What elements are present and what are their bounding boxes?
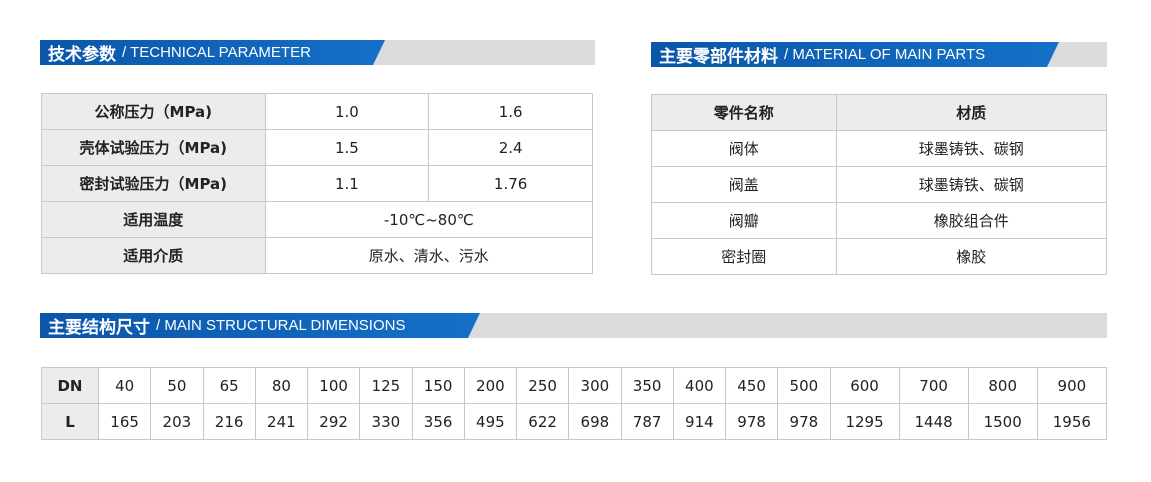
row-label: 密封试验压力（MPa) bbox=[41, 165, 266, 202]
table-row: 壳体试验压力（MPa) 1.5 2.4 bbox=[41, 129, 593, 166]
row-label: L bbox=[41, 403, 99, 440]
table-row: 公称压力（MPa) 1.0 1.6 bbox=[41, 93, 593, 130]
tech-table: 公称压力（MPa) 1.0 1.6 壳体试验压力（MPa) 1.5 2.4 密封试验压力（M… bbox=[41, 93, 594, 274]
material-cell: 球墨铸铁、碳钢 bbox=[835, 166, 1108, 203]
dim-cell: 450 bbox=[724, 367, 779, 404]
part-name-cell: 密封圈 bbox=[651, 238, 837, 275]
dim-cell: 125 bbox=[359, 367, 413, 404]
tech-title-zh: 技术参数 bbox=[48, 45, 116, 65]
dim-cell: 700 bbox=[898, 367, 969, 404]
dims-title-zh: 主要结构尺寸 bbox=[48, 318, 150, 338]
dim-cell: 1956 bbox=[1036, 403, 1108, 440]
column-header: 零件名称 bbox=[651, 94, 837, 131]
row-label: 公称压力（MPa) bbox=[41, 93, 266, 130]
dim-cell: 80 bbox=[254, 367, 309, 404]
dim-cell: 978 bbox=[777, 403, 831, 440]
material-title-zh: 主要零部件材料 bbox=[659, 47, 778, 67]
value-cell: 1.0 bbox=[264, 93, 430, 130]
dim-cell: 50 bbox=[150, 367, 204, 404]
dim-cell: 165 bbox=[97, 403, 152, 440]
dim-cell: 914 bbox=[672, 403, 727, 440]
dim-cell: 350 bbox=[620, 367, 674, 404]
tech-header: 技术参数 / TECHNICAL PARAMETER bbox=[40, 40, 595, 65]
dim-cell: 200 bbox=[463, 367, 518, 404]
dim-cell: 1500 bbox=[967, 403, 1038, 440]
table-row: 适用温度 -10℃~80℃ bbox=[41, 201, 594, 238]
value-cell: 2.4 bbox=[428, 129, 593, 166]
row-label: 壳体试验压力（MPa) bbox=[41, 129, 266, 166]
table-row: 密封试验压力（MPa) 1.1 1.76 bbox=[41, 165, 593, 202]
material-cell: 橡胶 bbox=[835, 238, 1108, 275]
dim-cell: 900 bbox=[1036, 367, 1108, 404]
material-title-en: / MATERIAL OF MAIN PARTS bbox=[784, 46, 986, 63]
value-cell: 1.1 bbox=[264, 165, 430, 202]
dim-cell: 622 bbox=[515, 403, 570, 440]
dim-cell: 40 bbox=[97, 367, 152, 404]
dim-cell: 241 bbox=[254, 403, 309, 440]
dim-cell: 500 bbox=[777, 367, 831, 404]
table-row: 零件名称 材质 bbox=[651, 94, 1108, 131]
row-label: DN bbox=[41, 367, 99, 404]
dims-title-en: / MAIN STRUCTURAL DIMENSIONS bbox=[156, 317, 406, 334]
material-cell: 球墨铸铁、碳钢 bbox=[835, 130, 1108, 167]
value-cell: 原水、清水、污水 bbox=[264, 237, 594, 274]
dim-cell: 216 bbox=[202, 403, 256, 440]
part-name-cell: 阀体 bbox=[651, 130, 837, 167]
row-label: 适用介质 bbox=[41, 237, 266, 274]
table-row: 适用介质 原水、清水、污水 bbox=[41, 237, 594, 274]
dim-cell: 300 bbox=[568, 367, 622, 404]
dim-cell: 250 bbox=[515, 367, 570, 404]
dim-cell: 1448 bbox=[898, 403, 969, 440]
part-name-cell: 阀瓣 bbox=[651, 202, 837, 239]
row-label: 适用温度 bbox=[41, 201, 266, 238]
value-cell: -10℃~80℃ bbox=[264, 201, 594, 238]
table-row: DN 40 50 65 80 100 125 150 200 250 300 350 400 450 500… bbox=[41, 367, 1108, 404]
dim-cell: 600 bbox=[829, 367, 900, 404]
value-cell: 1.6 bbox=[428, 93, 593, 130]
dim-cell: 203 bbox=[150, 403, 204, 440]
value-cell: 1.5 bbox=[264, 129, 430, 166]
dim-cell: 787 bbox=[620, 403, 674, 440]
part-name-cell: 阀盖 bbox=[651, 166, 837, 203]
tech-title-en: / TECHNICAL PARAMETER bbox=[122, 44, 311, 61]
dim-cell: 100 bbox=[306, 367, 361, 404]
table-row: L 165 203 216 241 292 330 356 495 622 698 787 914 978… bbox=[41, 403, 1108, 440]
dim-cell: 292 bbox=[306, 403, 361, 440]
value-cell: 1.76 bbox=[428, 165, 593, 202]
dims-table: DN 40 50 65 80 100 125 150 200 250 300 350 400 450 500… bbox=[41, 367, 1108, 440]
dims-header: 主要结构尺寸 / MAIN STRUCTURAL DIMENSIONS bbox=[40, 313, 1107, 338]
material-header: 主要零部件材料 / MATERIAL OF MAIN PARTS bbox=[651, 42, 1107, 67]
dim-cell: 978 bbox=[724, 403, 779, 440]
dim-cell: 698 bbox=[568, 403, 622, 440]
material-cell: 橡胶组合件 bbox=[835, 202, 1108, 239]
dim-cell: 495 bbox=[463, 403, 518, 440]
table-row: 阀盖 球墨铸铁、碳钢 bbox=[651, 166, 1108, 203]
dim-cell: 330 bbox=[359, 403, 413, 440]
table-row: 阀体 球墨铸铁、碳钢 bbox=[651, 130, 1108, 167]
dim-cell: 150 bbox=[411, 367, 465, 404]
table-row: 密封圈 橡胶 bbox=[651, 238, 1108, 275]
dim-cell: 400 bbox=[672, 367, 727, 404]
dim-cell: 800 bbox=[967, 367, 1038, 404]
column-header: 材质 bbox=[835, 94, 1108, 131]
dim-cell: 356 bbox=[411, 403, 465, 440]
dim-cell: 1295 bbox=[829, 403, 900, 440]
table-row: 阀瓣 橡胶组合件 bbox=[651, 202, 1108, 239]
material-table: 零件名称 材质 阀体 球墨铸铁、碳钢 阀盖 球墨铸铁、碳钢 阀瓣 橡胶组合件 密封圈 橡胶 bbox=[651, 94, 1108, 275]
dim-cell: 65 bbox=[202, 367, 256, 404]
